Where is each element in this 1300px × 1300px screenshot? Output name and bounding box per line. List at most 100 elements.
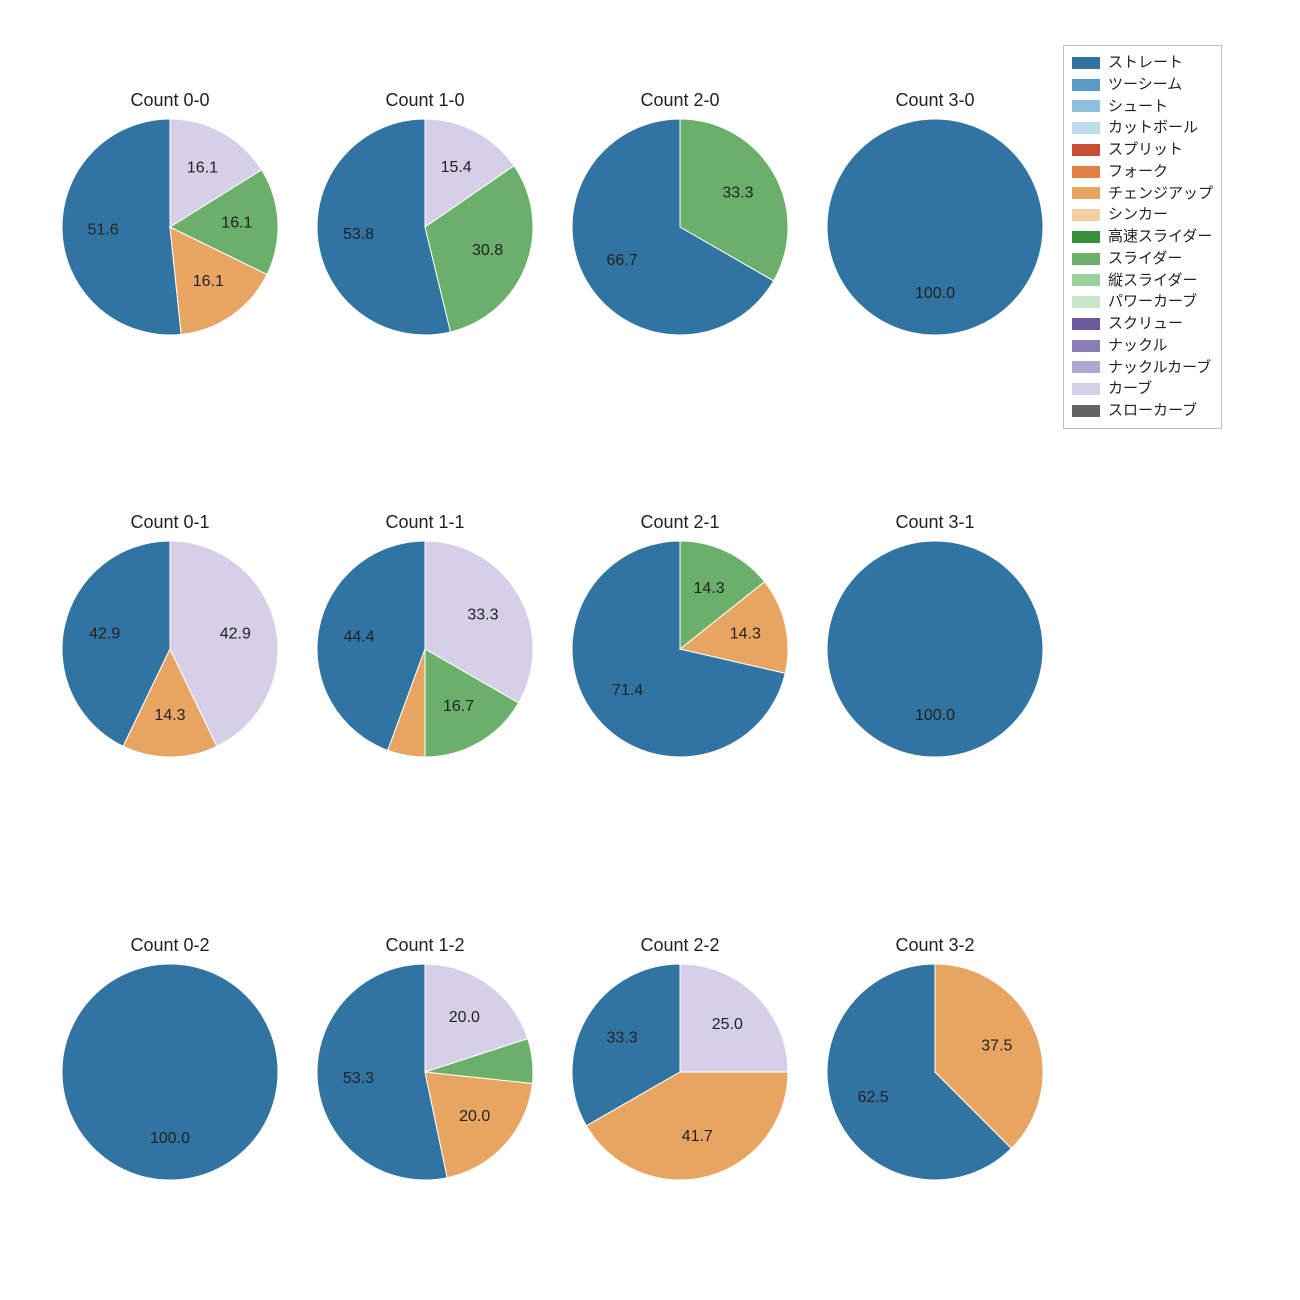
pie-title: Count 0-2 [55,935,285,956]
pie-slice-label: 51.6 [88,222,119,239]
legend-label: スクリュー [1108,313,1183,335]
pie-panel-c01: Count 0-1 42.9 14.3 42.9 [55,512,285,761]
legend-swatch [1072,274,1100,286]
pie-slice-label: 66.7 [606,252,637,269]
legend-item: ナックル [1072,335,1213,357]
pie-slice-label: 42.9 [89,625,120,642]
legend-item: ストレート [1072,52,1213,74]
legend-label: カーブ [1108,378,1152,400]
pie-slice-label: 42.9 [220,625,251,642]
legend-swatch [1072,231,1100,243]
pie-chart: 42.9 14.3 42.9 [58,537,282,761]
legend-item: ナックルカーブ [1072,357,1213,379]
pie-panel-c02: Count 0-2 100.0 [55,935,285,1184]
pie-slice-label: 20.0 [449,1009,480,1026]
legend-item: フォーク [1072,161,1213,183]
pie-title: Count 3-0 [820,90,1050,111]
pie-chart: 53.320.020.0 [313,960,537,1184]
legend-item: シンカー [1072,204,1213,226]
legend-swatch [1072,253,1100,265]
pie-slice-label: 71.4 [612,682,643,699]
legend-label: パワーカーブ [1108,291,1197,313]
legend-label: ストレート [1108,52,1183,74]
pie-panel-c22: Count 2-2 33.341.725.0 [565,935,795,1184]
legend-item: 縦スライダー [1072,270,1213,292]
pie-slice-label: 33.3 [722,185,753,202]
pie-slice-label: 14.3 [154,707,185,724]
pie-title: Count 2-0 [565,90,795,111]
pie-slice-label: 15.4 [441,159,472,176]
pie-chart: 62.537.5 [823,960,1047,1184]
pie-panel-c12: Count 1-253.320.020.0 [310,935,540,1184]
legend-item: ツーシーム [1072,74,1213,96]
pie-slice-label: 16.7 [443,698,474,715]
legend: ストレートツーシームシュートカットボールスプリットフォークチェンジアップシンカー… [1063,45,1222,429]
pie-slice-label: 30.8 [472,242,503,259]
legend-item: スプリット [1072,139,1213,161]
pie-slice-label: 14.3 [730,625,761,642]
pie-slice [827,119,1043,335]
legend-swatch [1072,144,1100,156]
legend-item: チェンジアップ [1072,183,1213,205]
legend-label: 高速スライダー [1108,226,1212,248]
pie-chart: 44.416.733.3 [313,537,537,761]
legend-label: スライダー [1108,248,1182,270]
pie-title: Count 3-1 [820,512,1050,533]
pie-slice-label: 100.0 [915,707,955,724]
legend-label: シンカー [1108,204,1168,226]
legend-label: スローカーブ [1108,400,1197,422]
legend-swatch [1072,296,1100,308]
pie-chart: 71.414.314.3 [568,537,792,761]
legend-item: シュート [1072,96,1213,118]
pie-title: Count 0-0 [55,90,285,111]
pie-slice-label: 100.0 [150,1130,190,1147]
legend-swatch [1072,57,1100,69]
legend-label: チェンジアップ [1108,183,1213,205]
pie-title: Count 3-2 [820,935,1050,956]
pie-title: Count 1-1 [310,512,540,533]
pie-title: Count 0-1 [55,512,285,533]
legend-label: ツーシーム [1108,74,1182,96]
legend-label: カットボール [1108,117,1198,139]
pie-panel-c21: Count 2-171.414.314.3 [565,512,795,761]
pie-slice-label: 16.1 [187,160,218,177]
pie-title: Count 1-2 [310,935,540,956]
legend-item: スローカーブ [1072,400,1213,422]
pie-panel-c31: Count 3-1 100.0 [820,512,1050,761]
legend-swatch [1072,383,1100,395]
pie-slice-label: 16.1 [221,215,252,232]
pie-panel-c32: Count 3-2 62.537.5 [820,935,1050,1184]
legend-item: スライダー [1072,248,1213,270]
legend-item: スクリュー [1072,313,1213,335]
pie-panel-c30: Count 3-0 100.0 [820,90,1050,339]
legend-swatch [1072,209,1100,221]
pie-title: Count 2-1 [565,512,795,533]
legend-label: スプリット [1108,139,1183,161]
pie-slice-label: 44.4 [344,628,375,645]
pie-slice-label: 53.8 [343,226,374,243]
legend-swatch [1072,405,1100,417]
pie-slice [62,964,278,1180]
legend-item: カットボール [1072,117,1213,139]
pie-panel-c10: Count 1-053.830.815.4 [310,90,540,339]
legend-swatch [1072,79,1100,91]
pie-slice-label: 100.0 [915,285,955,302]
pie-slice [62,119,181,335]
pie-chart: 33.341.725.0 [568,960,792,1184]
legend-swatch [1072,100,1100,112]
pie-slice-label: 62.5 [858,1089,889,1106]
pie-slice-label: 16.1 [193,273,224,290]
legend-label: 縦スライダー [1108,270,1197,292]
pie-title: Count 2-2 [565,935,795,956]
pie-slice-label: 20.0 [459,1108,490,1125]
legend-label: フォーク [1108,161,1168,183]
legend-swatch [1072,340,1100,352]
legend-item: 高速スライダー [1072,226,1213,248]
pie-panel-c20: Count 2-0 66.7 33.3 [565,90,795,339]
pie-panel-c00: Count 0-0 51.6 16.1 16.1 16.1 [55,90,285,339]
legend-item: カーブ [1072,378,1213,400]
legend-item: パワーカーブ [1072,291,1213,313]
pie-chart: 100.0 [823,115,1047,339]
legend-label: ナックル [1108,335,1168,357]
legend-swatch [1072,166,1100,178]
